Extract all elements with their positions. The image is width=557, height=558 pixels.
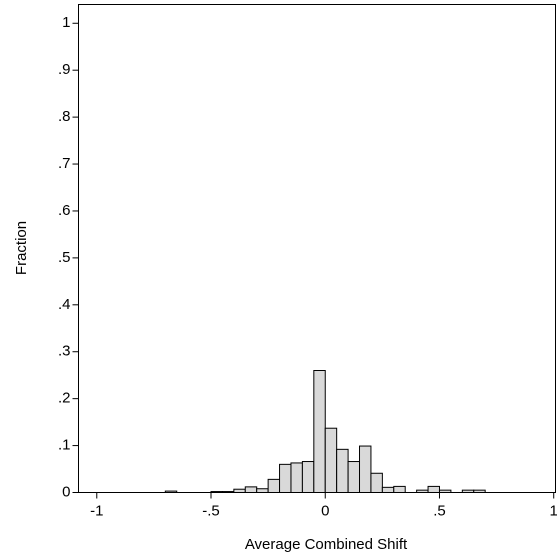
bar <box>164 490 178 494</box>
bar <box>233 488 246 494</box>
bar <box>210 491 223 493</box>
bar <box>290 462 303 494</box>
bar <box>359 445 372 493</box>
y-tick-label: .6 <box>58 202 71 219</box>
y-tick-label: 1 <box>62 14 70 31</box>
y-tick-label: .2 <box>58 390 71 407</box>
x-tick-label: 0 <box>321 502 329 519</box>
bar <box>221 491 235 493</box>
x-axis-label: Average Combined Shift <box>245 536 408 553</box>
y-tick-label: 0 <box>62 483 70 500</box>
bar <box>301 461 315 493</box>
bar <box>279 463 292 494</box>
y-axis-label: Fraction <box>13 221 30 275</box>
bar <box>438 489 452 493</box>
y-tick-label: .9 <box>58 61 71 78</box>
bar <box>336 448 349 494</box>
bar <box>370 472 383 493</box>
bar <box>381 486 395 494</box>
bar <box>256 488 269 494</box>
bar <box>267 478 281 494</box>
bar <box>461 489 475 493</box>
x-tick-label: .5 <box>433 502 446 519</box>
y-tick-label: .5 <box>58 249 71 266</box>
bar <box>427 485 440 493</box>
y-tick-label: .8 <box>58 108 71 125</box>
y-tick-label: .4 <box>58 296 71 313</box>
bar <box>244 486 258 494</box>
y-tick-label: .7 <box>58 155 71 172</box>
bar <box>416 489 429 493</box>
x-tick-label: -.5 <box>202 502 220 519</box>
bar <box>313 370 326 493</box>
y-tick-label: .1 <box>58 437 71 454</box>
bar <box>473 489 486 493</box>
x-tick-label: -1 <box>90 502 103 519</box>
bar <box>393 485 406 493</box>
bar <box>347 461 361 493</box>
bar <box>324 427 338 494</box>
y-tick-label: .3 <box>58 343 71 360</box>
x-tick-label: 1 <box>550 502 557 519</box>
